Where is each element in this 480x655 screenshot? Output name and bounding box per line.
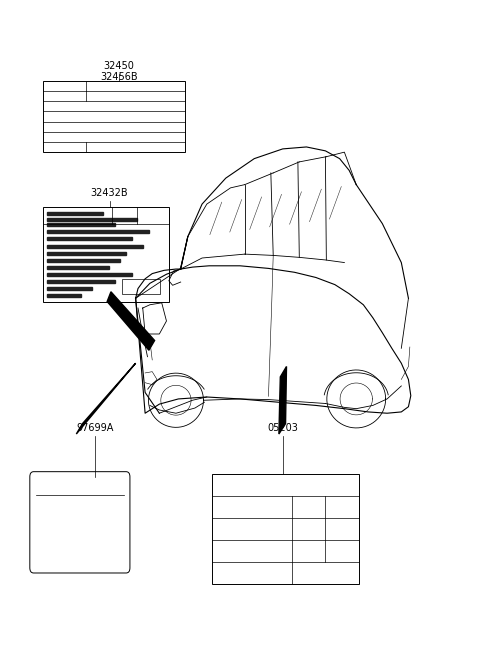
FancyBboxPatch shape xyxy=(30,472,130,573)
Bar xyxy=(47,223,115,226)
Bar xyxy=(47,259,120,262)
Text: 32450: 32450 xyxy=(104,61,134,71)
Bar xyxy=(47,273,132,276)
Text: 05203: 05203 xyxy=(267,422,298,433)
Bar xyxy=(47,252,126,255)
Bar xyxy=(212,474,359,584)
Bar xyxy=(47,287,92,290)
Bar xyxy=(43,208,169,301)
Bar xyxy=(122,279,160,294)
Text: 32432B: 32432B xyxy=(91,187,128,198)
Bar xyxy=(47,230,149,233)
Text: 97699A: 97699A xyxy=(77,422,114,433)
Bar xyxy=(47,217,137,221)
Bar xyxy=(43,81,185,152)
Bar xyxy=(47,294,81,297)
Polygon shape xyxy=(76,364,136,434)
Bar xyxy=(47,265,109,269)
Polygon shape xyxy=(107,291,155,350)
Bar xyxy=(47,280,115,283)
Polygon shape xyxy=(279,366,287,434)
Bar xyxy=(47,245,143,248)
Bar xyxy=(47,237,132,240)
Bar xyxy=(47,212,104,215)
Text: 32456B: 32456B xyxy=(100,72,138,82)
